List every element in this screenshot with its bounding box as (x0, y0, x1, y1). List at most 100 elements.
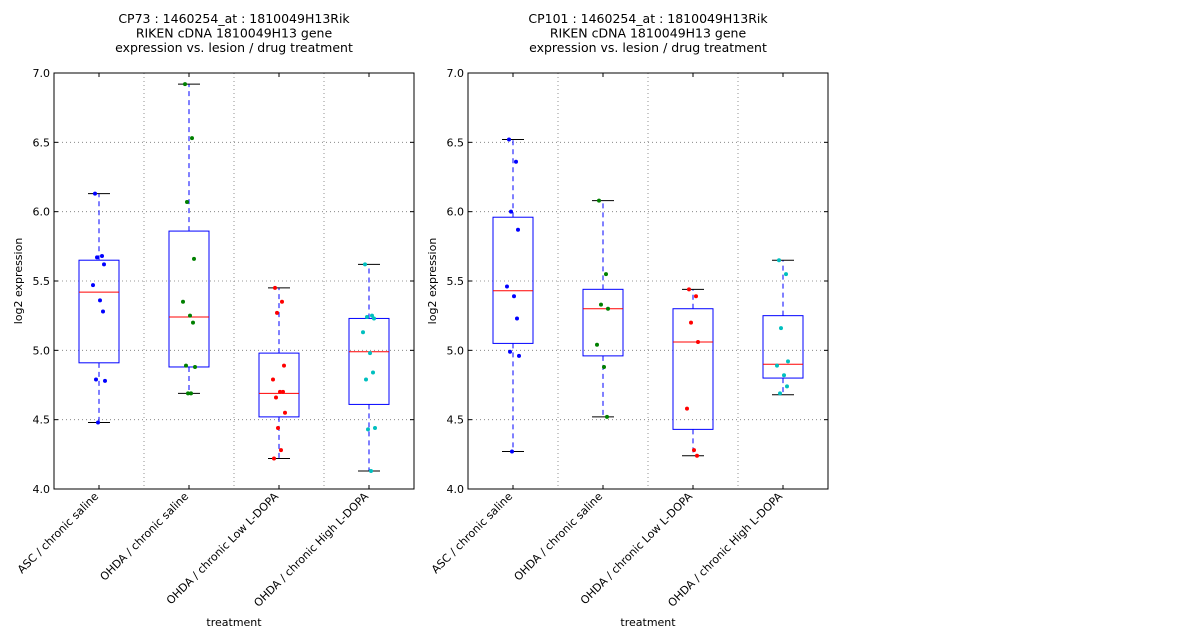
y-tick-label: 7.0 (33, 67, 51, 80)
data-point (273, 285, 277, 290)
data-point (281, 389, 285, 394)
data-point (777, 258, 781, 263)
chart-panel-2: CP101 : 1460254_at : 1810049H13RikRIKEN … (426, 11, 829, 629)
data-point (190, 136, 194, 141)
y-tick-label: 6.5 (33, 136, 51, 149)
data-point (784, 272, 788, 277)
data-point (685, 406, 689, 411)
data-point (183, 82, 187, 87)
data-point (597, 198, 601, 203)
data-point (689, 320, 693, 325)
data-point (363, 262, 367, 267)
data-point (595, 342, 599, 347)
data-point (365, 315, 369, 320)
box (582, 288, 624, 357)
data-point (186, 391, 190, 396)
data-point (282, 363, 286, 368)
x-tick-label: ASC / chronic saline (429, 490, 515, 576)
data-point (94, 377, 98, 382)
data-point (91, 283, 95, 288)
y-tick-label: 6.0 (33, 206, 51, 219)
data-point (512, 294, 516, 299)
data-point (276, 425, 280, 430)
data-point (364, 377, 368, 382)
chart-title-line: expression vs. lesion / drug treatment (529, 40, 767, 55)
x-tick-label: OHDA / chronic saline (512, 490, 606, 584)
data-point (184, 363, 188, 368)
y-tick-label: 4.0 (447, 483, 465, 496)
box (348, 317, 390, 405)
data-point (369, 468, 373, 473)
data-point (103, 378, 107, 383)
data-point (782, 373, 786, 378)
y-axis-label: log2 expression (426, 238, 439, 325)
y-tick-label: 6.0 (447, 206, 465, 219)
data-point (370, 313, 374, 318)
box (762, 315, 804, 379)
data-point (102, 262, 106, 267)
data-point (101, 309, 105, 314)
data-point (785, 384, 789, 389)
x-axis-label: treatment (620, 616, 676, 629)
data-point (366, 427, 370, 432)
y-tick-label: 5.5 (447, 275, 465, 288)
chart-title-line: expression vs. lesion / drug treatment (115, 40, 353, 55)
data-point (786, 359, 790, 364)
y-tick-label: 4.5 (447, 414, 465, 427)
chart-title-line: CP101 : 1460254_at : 1810049H13Rik (528, 11, 768, 26)
data-point (505, 284, 509, 289)
data-point (371, 370, 375, 375)
data-point (779, 326, 783, 331)
data-point (191, 320, 195, 325)
data-point (185, 199, 189, 204)
data-point (778, 391, 782, 396)
x-tick-label: OHDA / chronic saline (98, 490, 192, 584)
box (672, 308, 714, 430)
data-point (517, 353, 521, 358)
data-point (280, 299, 284, 304)
data-point (509, 209, 513, 214)
data-point (279, 448, 283, 453)
data-point (368, 351, 372, 356)
data-point (272, 456, 276, 461)
data-point (93, 191, 97, 196)
data-point (516, 227, 520, 232)
data-point (275, 310, 279, 315)
y-tick-label: 5.5 (33, 275, 51, 288)
data-point (100, 254, 104, 259)
data-point (510, 449, 514, 454)
y-axis-label: log2 expression (12, 238, 25, 325)
data-point (278, 389, 282, 394)
y-tick-label: 6.5 (447, 136, 465, 149)
data-point (193, 364, 197, 369)
data-point (95, 255, 99, 260)
y-tick-label: 5.0 (447, 344, 465, 357)
data-point (605, 414, 609, 419)
data-point (606, 306, 610, 311)
data-point (361, 330, 365, 335)
data-point (372, 316, 376, 321)
box (492, 216, 534, 344)
data-point (692, 448, 696, 453)
data-point (373, 425, 377, 430)
box (168, 230, 210, 368)
y-tick-label: 7.0 (447, 67, 465, 80)
data-point (687, 287, 691, 292)
data-point (283, 410, 287, 415)
box (258, 352, 300, 418)
data-point (271, 377, 275, 382)
chart-title-line: CP73 : 1460254_at : 1810049H13Rik (118, 11, 350, 26)
data-point (696, 340, 700, 345)
data-point (514, 159, 518, 164)
data-point (604, 272, 608, 277)
y-tick-label: 5.0 (33, 344, 51, 357)
box (78, 259, 120, 364)
data-point (508, 349, 512, 354)
data-point (274, 395, 278, 400)
x-axis-label: treatment (206, 616, 262, 629)
y-tick-label: 4.5 (33, 414, 51, 427)
y-tick-label: 4.0 (33, 483, 51, 496)
data-point (181, 299, 185, 304)
